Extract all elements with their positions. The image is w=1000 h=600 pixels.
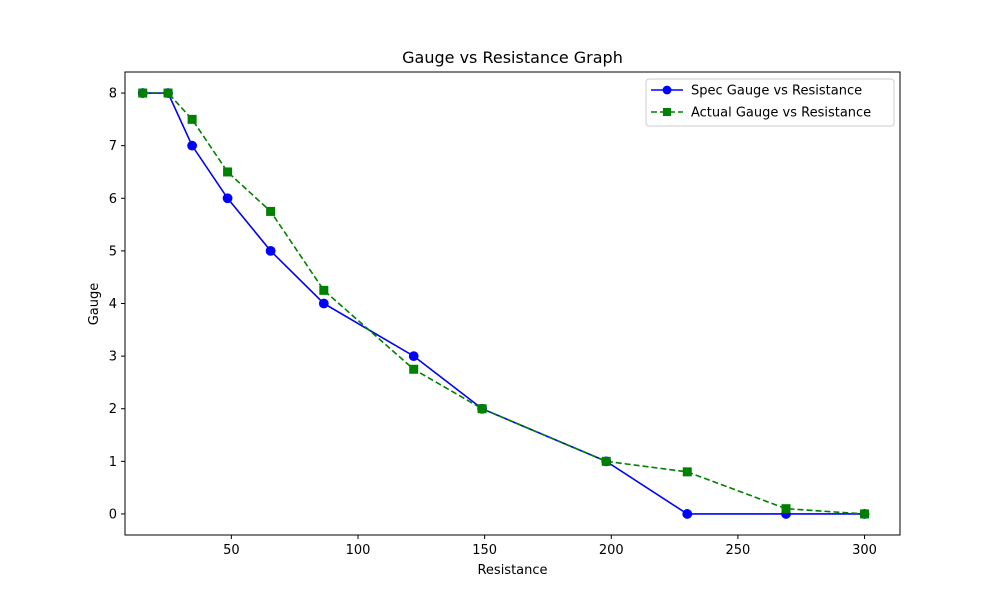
- plot-area: [137, 88, 870, 519]
- data-point: [682, 509, 693, 519]
- x-tick-label: 150: [472, 543, 497, 558]
- data-point: [266, 206, 276, 216]
- data-point: [163, 88, 173, 98]
- y-tick-label: 6: [109, 192, 117, 207]
- legend-entry: Actual Gauge vs Resistance: [651, 106, 871, 121]
- data-point: [187, 114, 197, 124]
- legend: Spec Gauge vs Resistance Actual Gauge vs …: [645, 78, 895, 127]
- y-tick-label: 3: [109, 350, 117, 365]
- x-axis-label: Resistance: [477, 563, 547, 578]
- data-point: [781, 504, 791, 514]
- legend-box: [645, 78, 895, 127]
- series-2: [138, 88, 870, 519]
- data-point: [223, 167, 233, 177]
- data-point: [265, 245, 276, 256]
- y-tick-label: 2: [109, 402, 117, 417]
- y-axis: 0 1 2 3 4 5 6 7 8: [109, 87, 125, 522]
- data-point: [319, 285, 329, 295]
- y-tick-label: 1: [109, 455, 117, 470]
- x-tick-label: 300: [852, 543, 877, 558]
- x-tick-label: 200: [599, 543, 624, 558]
- legend-entry: Spec Gauge vs Resistance: [651, 84, 862, 99]
- legend-label: Spec Gauge vs Resistance: [691, 84, 862, 99]
- data-point: [682, 467, 692, 477]
- y-tick-label: 5: [109, 244, 117, 259]
- data-point: [138, 88, 148, 98]
- data-point: [860, 509, 870, 519]
- data-point: [222, 193, 233, 204]
- x-tick-label: 100: [346, 543, 371, 558]
- x-tick-label: 50: [223, 543, 240, 558]
- data-point: [318, 298, 329, 309]
- data-point: [477, 404, 487, 414]
- legend-marker: [663, 108, 671, 116]
- chart-title: Gauge vs Resistance Graph: [402, 48, 623, 67]
- legend-marker: [662, 85, 672, 95]
- y-tick-label: 4: [109, 297, 117, 312]
- data-point: [187, 140, 198, 151]
- data-point: [408, 351, 419, 362]
- legend-label: Actual Gauge vs Resistance: [691, 106, 871, 121]
- x-tick-label: 250: [725, 543, 750, 558]
- data-point: [601, 456, 611, 466]
- y-tick-label: 0: [109, 507, 117, 522]
- y-tick-label: 7: [109, 139, 117, 154]
- y-axis-label: Gauge: [87, 283, 102, 326]
- x-axis: 50 100 150 200 250 300: [223, 535, 877, 558]
- data-point: [409, 364, 419, 374]
- y-tick-label: 8: [109, 87, 117, 102]
